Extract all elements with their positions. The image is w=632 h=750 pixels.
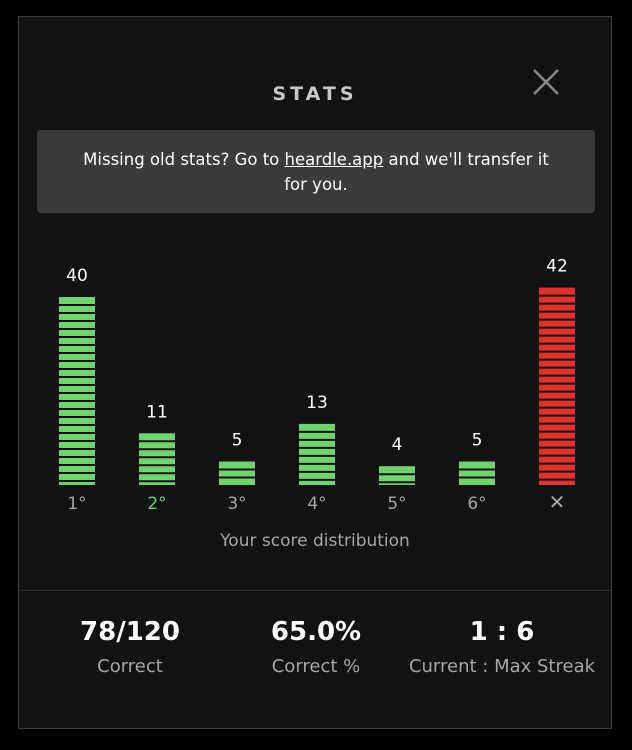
heardle-link[interactable]: heardle.app: [284, 149, 384, 169]
bar-2: [139, 433, 175, 485]
bar-fill: [459, 461, 495, 485]
stat-label: Current : Max Streak: [408, 656, 596, 677]
bar-fill: [299, 423, 335, 485]
bar-value-label: 13: [306, 393, 328, 413]
chart-caption: Your score distribution: [220, 531, 410, 551]
stat-label: Correct %: [271, 656, 361, 677]
banner-text-after: and we'll transfer it for you.: [284, 149, 549, 194]
migration-banner: Missing old stats? Go to heardle.app and…: [37, 130, 595, 213]
stat-streak: 1 : 6 Current : Max Streak: [403, 614, 601, 681]
bar-value-label: 4: [392, 435, 403, 455]
bar-value-label: 42: [546, 257, 568, 277]
stat-correct: 78/120 Correct: [31, 614, 229, 681]
stats-modal: STATS Missing old stats? Go to heardle.a…: [18, 16, 612, 729]
bar-category-label: 6°: [467, 494, 486, 514]
bar-category-label: 4°: [307, 494, 326, 514]
banner-text-before: Missing old stats? Go to: [83, 149, 285, 169]
bar-3: [219, 461, 255, 485]
bar-category-label: 5°: [387, 494, 406, 514]
bar-1: [59, 297, 95, 485]
bar-value-label: 40: [66, 266, 88, 286]
stat-value: 78/120: [80, 617, 180, 647]
bar-category-label: ✕: [549, 490, 566, 514]
score-distribution-chart: 40 1° 11 2° 5 3° 13 4° 4 5° 5 6° 42 ✕: [59, 257, 575, 514]
stat-value: 65.0%: [270, 617, 362, 647]
bar-7: [539, 287, 575, 485]
stat-label: Correct: [97, 656, 163, 677]
modal-title: STATS: [272, 83, 358, 105]
divider: [19, 590, 611, 591]
bar-category-label: 3°: [227, 494, 246, 514]
bar-value-label: 5: [232, 431, 243, 451]
bar-value-label: 5: [472, 431, 483, 451]
bar-5: [379, 466, 415, 485]
bar-value-label: 11: [146, 402, 168, 422]
bar-fill: [219, 461, 255, 485]
stat-correct-percent: 65.0% Correct %: [217, 614, 415, 681]
bar-category-label: 1°: [67, 494, 86, 514]
bar-6: [459, 461, 495, 485]
stat-value: 1 : 6: [469, 617, 535, 647]
close-icon[interactable]: [531, 67, 561, 97]
bar-4: [299, 423, 335, 485]
bar-category-label: 2°: [147, 494, 166, 514]
bar-fill: [379, 466, 415, 485]
